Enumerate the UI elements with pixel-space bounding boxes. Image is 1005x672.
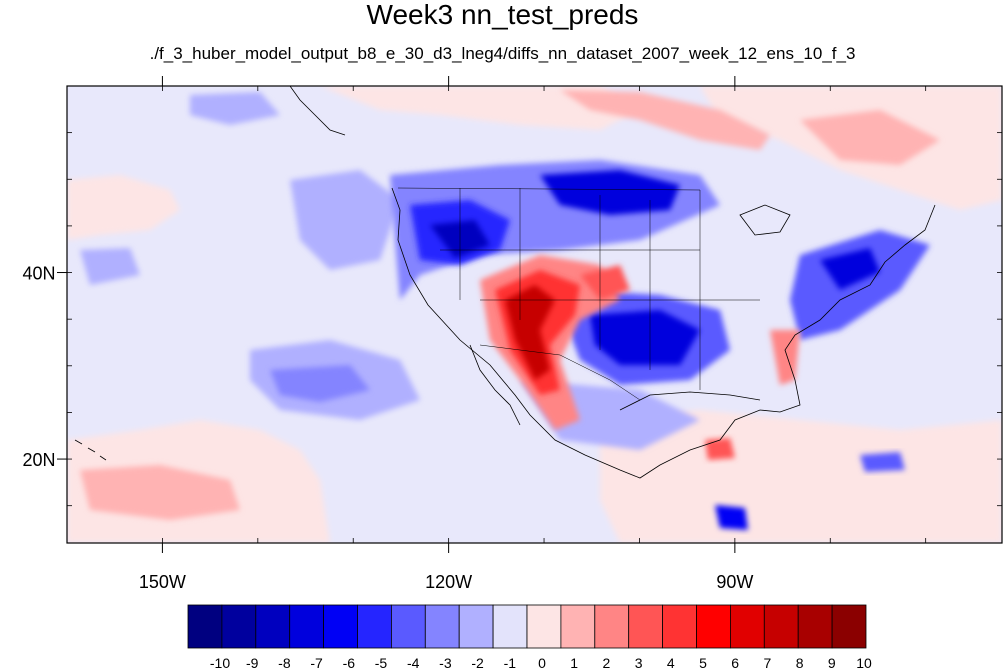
hawaii-islands xyxy=(74,439,107,461)
colorbar-label: -10 xyxy=(210,655,230,671)
colorbar-label: 4 xyxy=(667,655,675,671)
colorbar-box xyxy=(424,604,460,649)
anomaly-region xyxy=(270,365,370,402)
colorbar-box xyxy=(628,604,664,649)
colorbar-boxes xyxy=(187,604,867,649)
x-tick-label: 90W xyxy=(716,572,753,592)
colorbar-box xyxy=(255,604,291,649)
anomaly-region xyxy=(800,110,940,165)
colorbar-box xyxy=(187,604,223,649)
colorbar-box xyxy=(560,604,596,649)
colorbar-label: -4 xyxy=(407,655,420,671)
colorbar-label: 8 xyxy=(796,655,804,671)
colorbar-label: -5 xyxy=(375,655,388,671)
anomaly-field xyxy=(67,86,1002,543)
colorbar-box xyxy=(390,604,426,649)
chart-title: Week3 nn_test_preds xyxy=(366,0,639,30)
y-tick-label: 40N xyxy=(22,264,55,284)
chart-subtitle: ./f_3_huber_model_output_b8_e_30_d3_lneg… xyxy=(149,44,856,63)
colorbar-label: 0 xyxy=(538,655,546,671)
colorbar-label: -6 xyxy=(343,655,356,671)
colorbar-box xyxy=(289,604,325,649)
colorbar-label: 1 xyxy=(570,655,578,671)
alaska-coastline xyxy=(289,86,346,136)
anomaly-region xyxy=(860,452,905,472)
colorbar-box xyxy=(662,604,697,649)
north-america-coastline xyxy=(391,187,936,479)
x-tick-label: 150W xyxy=(139,572,186,592)
anomaly-region xyxy=(715,505,748,530)
colorbar-box xyxy=(831,604,867,649)
colorbar-label: -9 xyxy=(246,655,259,671)
colorbar-box xyxy=(696,604,731,649)
colorbar-label: 7 xyxy=(764,655,772,671)
colorbar-label: -2 xyxy=(471,655,484,671)
great-lakes-outline xyxy=(739,204,791,236)
colorbar-box xyxy=(763,604,799,649)
anomaly-region xyxy=(705,438,735,460)
colorbar-label: 5 xyxy=(699,655,707,671)
anomaly-region xyxy=(600,410,1002,543)
colorbar-label: -3 xyxy=(439,655,452,671)
anomaly-region xyxy=(505,285,555,380)
colorbar-label: -1 xyxy=(504,655,517,671)
colorbar-label: 10 xyxy=(856,655,872,671)
colorbar-box xyxy=(526,604,562,649)
y-axis: 40N 20N xyxy=(22,85,1002,507)
y-tick-label: 20N xyxy=(22,450,55,470)
map-frame xyxy=(66,85,1003,544)
anomaly-region xyxy=(190,92,280,125)
colorbar-label: 2 xyxy=(603,655,611,671)
x-tick-label: 120W xyxy=(425,572,472,592)
anomaly-region xyxy=(560,90,770,150)
colorbar-label: 9 xyxy=(828,655,836,671)
anomaly-region xyxy=(580,265,630,300)
anomaly-region xyxy=(80,465,240,520)
baja-coastline xyxy=(469,344,521,426)
colorbar-box xyxy=(797,604,833,649)
colorbar-box xyxy=(594,604,630,649)
colorbar-box xyxy=(323,604,358,649)
anomaly-region xyxy=(540,170,680,215)
colorbar-box xyxy=(458,604,494,649)
anomaly-region xyxy=(80,248,140,285)
colorbar-label: -7 xyxy=(310,655,323,671)
anomaly-region xyxy=(290,170,400,270)
x-axis: 150W 120W 90W xyxy=(66,76,927,592)
colorbar-labels: -10 -9 -8 -7 -6 -5 -4 -3 -2 -1 0 1 2 3 4 5 6 7 8 9 10 xyxy=(210,655,872,671)
colorbar-box xyxy=(357,604,392,649)
us-canada-border xyxy=(397,187,701,191)
colorbar-box xyxy=(730,604,765,649)
us-mexico-border xyxy=(479,344,641,401)
colorbar-box xyxy=(221,604,257,649)
anomaly-region xyxy=(590,310,700,365)
map-plot: 150W 120W 90W 40N 20N xyxy=(22,76,1003,592)
anomaly-region xyxy=(790,230,930,340)
anomaly-region xyxy=(320,86,640,130)
anomaly-region xyxy=(67,175,180,240)
coastlines xyxy=(74,86,936,479)
colorbar-box xyxy=(492,604,528,649)
anomaly-region xyxy=(820,248,880,290)
state-borders xyxy=(397,187,760,401)
colorbar-label: -8 xyxy=(278,655,291,671)
colorbar-label: 3 xyxy=(635,655,643,671)
colorbar-label: 6 xyxy=(731,655,739,671)
